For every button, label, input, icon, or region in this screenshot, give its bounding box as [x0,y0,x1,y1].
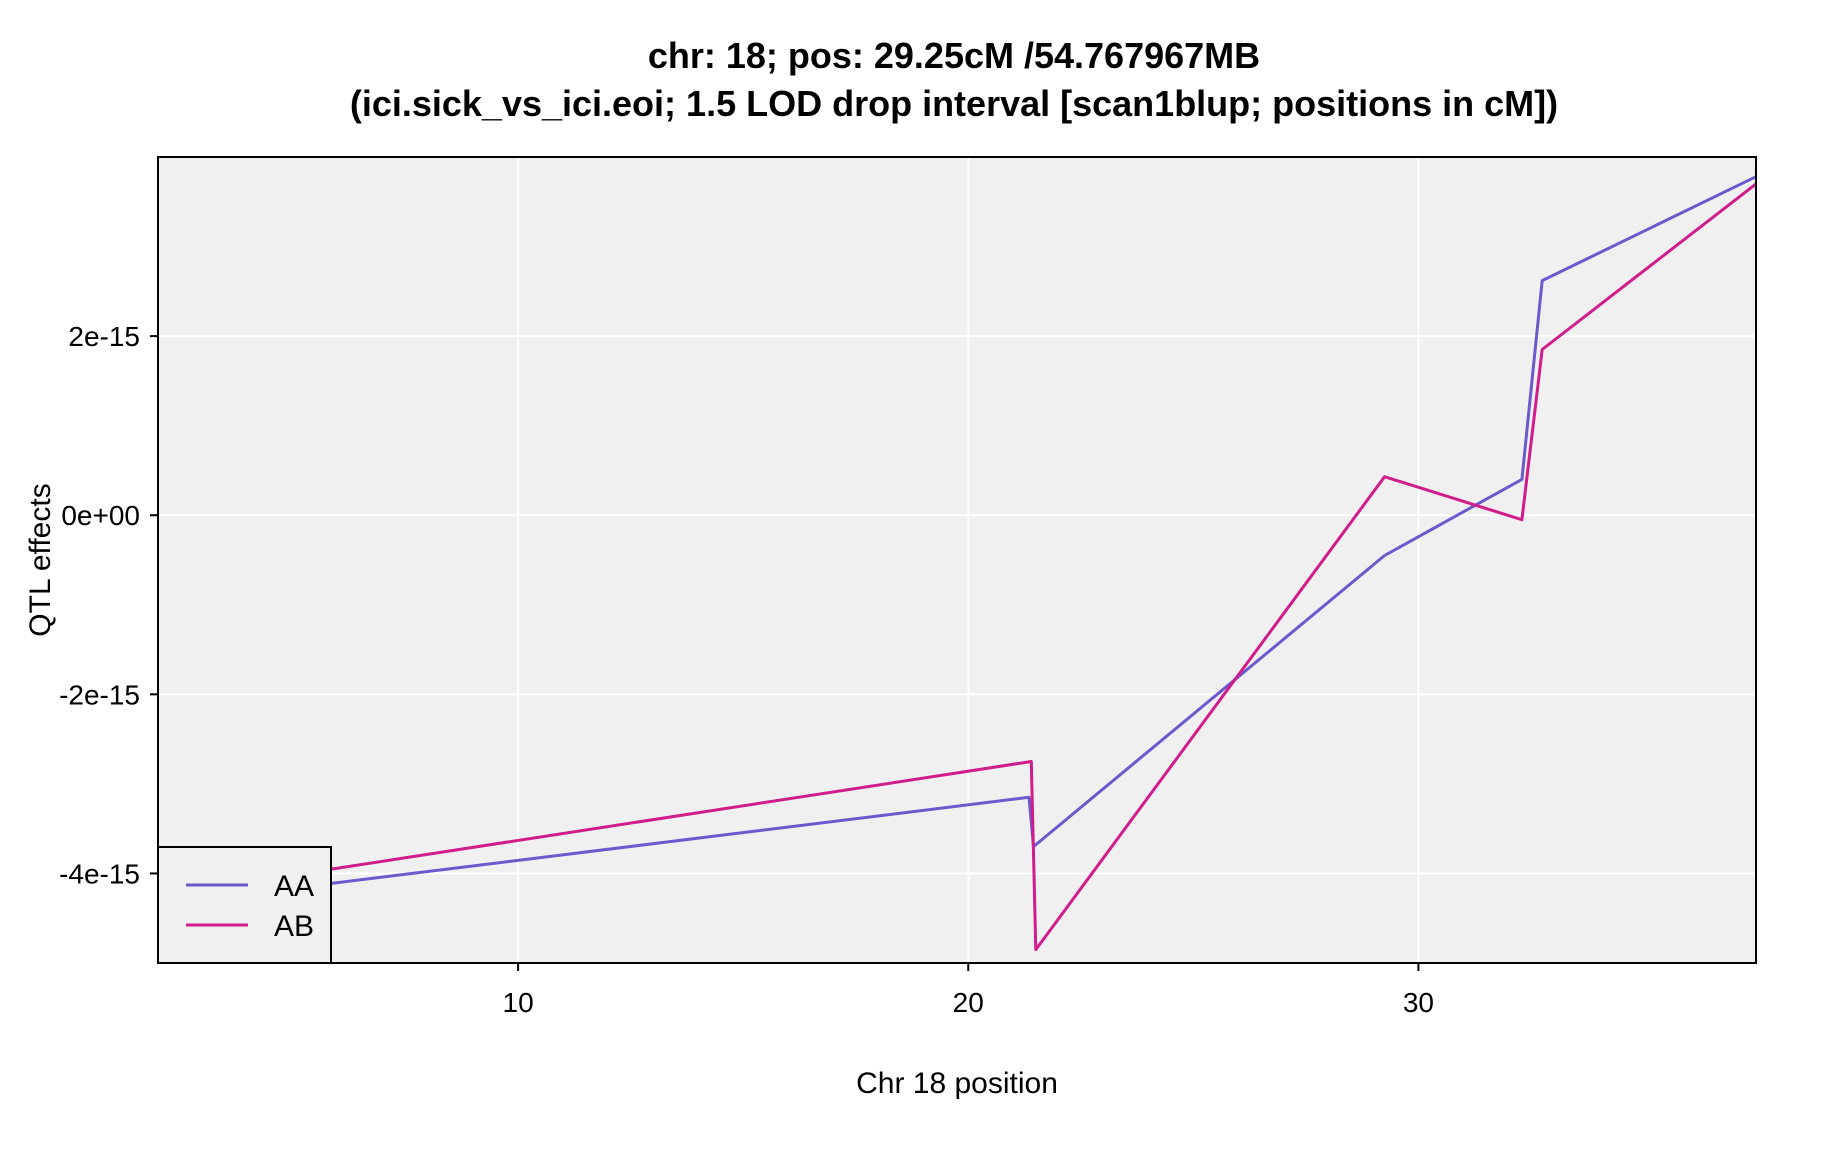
legend-box [157,846,332,964]
legend-label-ab: AB [274,910,314,943]
y-tick-label: -4e-15 [59,858,140,889]
x-tick-label: 20 [953,987,984,1018]
y-axis-ticks: -4e-15 -2e-15 0e+00 2e-15 [59,321,158,889]
series-line-aa [157,175,1757,907]
series-lines [157,175,1757,952]
legend: AA AB [157,846,332,964]
chart-title: chr: 18; pos: 29.25cM /54.767967MB [648,35,1260,76]
series-line-ab [157,182,1757,952]
x-axis-ticks: 10 20 30 [503,963,1434,1018]
x-axis-label: Chr 18 position [856,1067,1058,1100]
plot-border [157,156,1757,964]
y-axis-label: QTL effects [24,483,57,636]
plot-area [158,157,1756,963]
y-tick-label: -2e-15 [59,679,140,710]
legend-label-aa: AA [274,870,314,903]
y-tick-label: 0e+00 [61,500,140,531]
y-tick-label: 2e-15 [68,321,140,352]
x-tick-label: 10 [503,987,534,1018]
chart-subtitle: (ici.sick_vs_ici.eoi; 1.5 LOD drop inter… [350,83,1558,124]
grid-lines [158,157,1756,963]
x-tick-label: 30 [1403,987,1434,1018]
